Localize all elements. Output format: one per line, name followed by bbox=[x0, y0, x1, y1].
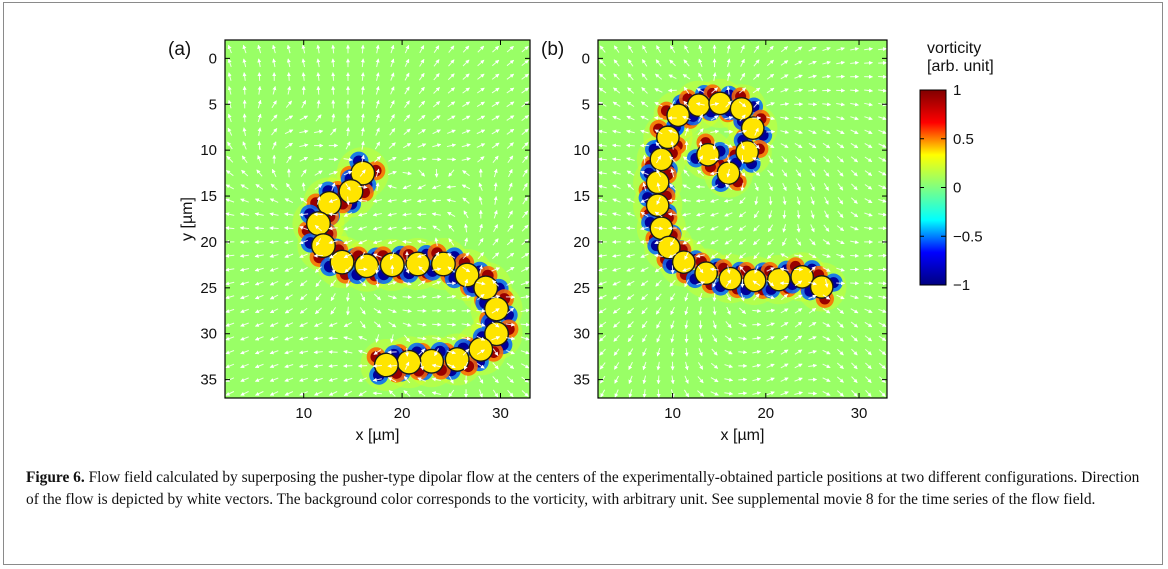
particle bbox=[766, 267, 791, 292]
vorticity-field bbox=[598, 40, 887, 398]
x-tick-label: 10 bbox=[664, 405, 681, 422]
particle bbox=[454, 262, 480, 288]
flow-vectors bbox=[598, 44, 887, 398]
panel-label: (b) bbox=[541, 39, 564, 60]
figure-frame bbox=[3, 2, 1163, 565]
particle bbox=[305, 211, 331, 237]
particle bbox=[645, 170, 670, 195]
colorbar-tick-label: −0.5 bbox=[953, 228, 983, 245]
y-tick-label: 30 bbox=[573, 326, 590, 343]
y-tick-label: 25 bbox=[573, 280, 590, 297]
panel-label: (a) bbox=[168, 39, 191, 60]
particle bbox=[686, 93, 711, 118]
particle bbox=[310, 233, 336, 259]
particle bbox=[671, 250, 696, 275]
particle bbox=[338, 178, 364, 204]
panel-a: 0 5 10 15 20 25 30 35 10 20 30 x [µm] y [µm] (a) bbox=[168, 39, 531, 444]
flow-vectors bbox=[225, 44, 530, 398]
particle bbox=[656, 235, 681, 260]
x-tick-label: 10 bbox=[295, 405, 312, 422]
colorbar-title-line2: [arb. unit] bbox=[927, 58, 994, 75]
y-tick-label: 35 bbox=[573, 372, 590, 389]
figure-caption: Figure 6. Flow field calculated by super… bbox=[26, 467, 1146, 511]
y-tick-label: 35 bbox=[200, 372, 217, 389]
colorbar-tick-label: 1 bbox=[953, 82, 961, 99]
particle bbox=[708, 91, 733, 116]
particle bbox=[373, 352, 399, 378]
particle bbox=[729, 96, 754, 121]
x-tick-label: 20 bbox=[757, 405, 774, 422]
panel-b: 0 5 10 15 20 25 30 35 10 20 30 x [µm] (b) bbox=[541, 39, 888, 444]
x-tick-label: 30 bbox=[492, 405, 509, 422]
axes-frame bbox=[597, 39, 888, 399]
particle bbox=[405, 251, 431, 277]
particle bbox=[473, 275, 499, 301]
y-tick-label: 20 bbox=[573, 234, 590, 251]
x-axis-label: x [µm] bbox=[356, 427, 400, 444]
y-tick-label: 10 bbox=[573, 142, 590, 159]
particle bbox=[718, 266, 743, 291]
particle bbox=[354, 253, 380, 279]
colorbar-tick-label: 0.5 bbox=[953, 131, 974, 148]
particle bbox=[809, 275, 834, 299]
y-tick-label: 30 bbox=[200, 326, 217, 343]
caption-text: Flow field calculated by superposing the… bbox=[26, 469, 1140, 508]
y-tick-label: 15 bbox=[200, 188, 217, 205]
particle bbox=[656, 125, 680, 150]
particle bbox=[649, 147, 674, 172]
particle bbox=[694, 261, 719, 286]
axes-frame bbox=[224, 39, 531, 399]
colorbar-tick-label: 0 bbox=[953, 180, 961, 197]
colorbar-tick-label: −1 bbox=[953, 277, 970, 294]
y-tick-label: 20 bbox=[200, 234, 217, 251]
particle bbox=[790, 264, 815, 289]
y-tick-label: 5 bbox=[209, 96, 217, 113]
x-axis-label: x [µm] bbox=[721, 427, 765, 444]
colorbar: vorticity [arb. unit] 1 0.5 0 −0.5 −1 bbox=[919, 40, 994, 294]
colorbar-title-line1: vorticity bbox=[927, 40, 981, 57]
y-tick-label: 10 bbox=[200, 142, 217, 159]
y-tick-label: 0 bbox=[582, 50, 590, 67]
particle bbox=[740, 116, 765, 141]
particle bbox=[666, 103, 691, 128]
x-tick-label: 20 bbox=[394, 405, 411, 422]
particle bbox=[484, 321, 510, 347]
particle bbox=[484, 296, 510, 322]
y-tick-label: 5 bbox=[582, 96, 590, 113]
particle bbox=[645, 193, 670, 218]
particle bbox=[468, 336, 494, 362]
caption-label: Figure 6. bbox=[26, 469, 85, 486]
y-axis-label: y [µm] bbox=[179, 197, 196, 241]
y-tick-label: 0 bbox=[209, 50, 217, 67]
vorticity-field bbox=[225, 40, 530, 398]
x-tick-label: 30 bbox=[851, 405, 868, 422]
y-tick-label: 15 bbox=[573, 188, 590, 205]
y-tick-label: 25 bbox=[200, 280, 217, 297]
